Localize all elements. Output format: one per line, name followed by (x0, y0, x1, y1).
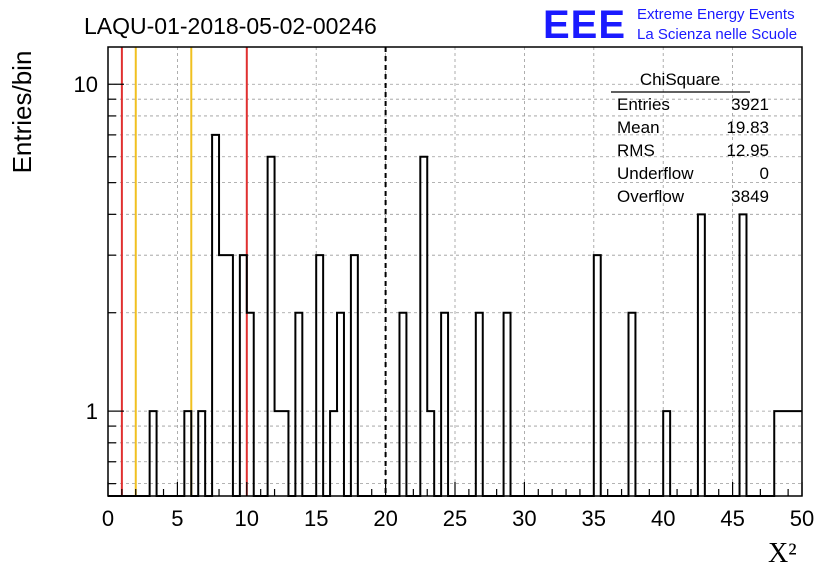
x-tick-label: 5 (171, 506, 183, 531)
histogram-outline (108, 133, 802, 497)
axis-ticks: 0 5 10 15 20 25 30 35 40 45 50 1 10 (74, 72, 815, 531)
logo-mark: EEE (543, 3, 626, 47)
x-tick-label: 45 (720, 506, 744, 531)
stats-row-value: 3921 (731, 95, 769, 114)
stats-row-value: 3849 (731, 187, 769, 206)
stats-row-label: Mean (617, 118, 660, 137)
x-tick-label: 20 (373, 506, 397, 531)
stats-row-label: Entries (617, 95, 670, 114)
y-tick-label: 1 (86, 399, 98, 424)
eee-logo: EEE Extreme Energy Events La Scienza nel… (543, 3, 797, 47)
y-axis-label: Entries/bin (7, 51, 37, 174)
y-tick-label: 10 (74, 72, 98, 97)
stats-box: ChiSquare Entries 3921 Mean 19.83 RMS 12.95 Un… (611, 70, 769, 206)
x-tick-label: 10 (235, 506, 259, 531)
stats-row-value: 19.83 (726, 118, 769, 137)
stats-row-value: 12.95 (726, 141, 769, 160)
stats-row-label: RMS (617, 141, 655, 160)
x-tick-label: 15 (304, 506, 328, 531)
logo-line-1: Extreme Energy Events (637, 6, 795, 23)
stats-title: ChiSquare (640, 70, 720, 89)
x-tick-label: 35 (582, 506, 606, 531)
x-tick-label: 40 (651, 506, 675, 531)
stats-row-label: Overflow (617, 187, 685, 206)
stats-row-value: 0 (760, 164, 769, 183)
x-tick-label: 25 (443, 506, 467, 531)
x-axis-label: X² (768, 538, 797, 569)
x-tick-label: 30 (512, 506, 536, 531)
chart-title: LAQU-01-2018-05-02-00246 (84, 13, 377, 39)
x-tick-label: 50 (790, 506, 814, 531)
logo-line-2: La Scienza nelle Scuole (637, 26, 797, 43)
stats-row-label: Underflow (617, 164, 694, 183)
grid (108, 47, 802, 496)
x-tick-label: 0 (102, 506, 114, 531)
